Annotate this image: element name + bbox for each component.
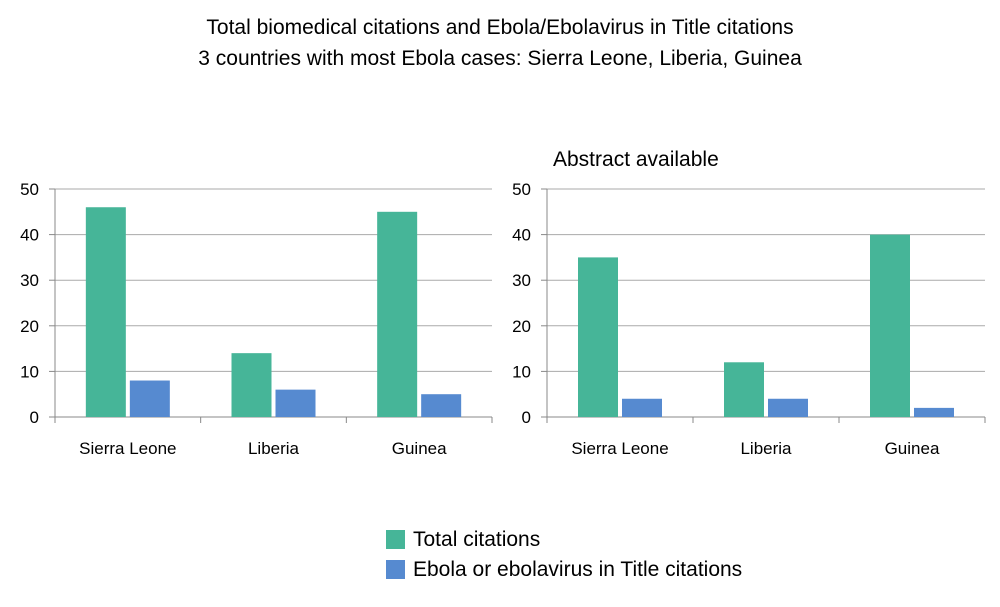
chart1-category-label: Guinea <box>392 439 447 458</box>
chart2-category-label: Guinea <box>885 439 940 458</box>
chart2-ytick-label: 40 <box>512 226 531 245</box>
chart2-ytick-label: 50 <box>512 180 531 199</box>
chart2-category-label: Liberia <box>740 439 792 458</box>
chart1-bar-title-0 <box>129 380 170 417</box>
chart2-bar-title-0 <box>622 398 662 417</box>
chart2-bar-total-1 <box>724 362 764 417</box>
legend-label-title: Ebola or ebolavirus in Title citations <box>413 558 743 581</box>
chart1-ytick-label: 20 <box>20 317 39 336</box>
chart1-ytick-label: 30 <box>20 271 39 290</box>
chart1-bar-title-2 <box>421 394 462 417</box>
chart2-ytick-label: 0 <box>522 408 531 427</box>
chart2-title: Abstract available <box>553 148 719 171</box>
legend-swatch-total <box>386 530 405 549</box>
chart1-bar-title-1 <box>275 389 316 417</box>
chart1-ytick-label: 0 <box>30 408 39 427</box>
chart2-ytick-label: 30 <box>512 271 531 290</box>
chart2-bar-total-0 <box>578 257 618 417</box>
chart2-ytick-label: 20 <box>512 317 531 336</box>
chart1-ytick-label: 50 <box>20 180 39 199</box>
chart2-category-label: Sierra Leone <box>571 439 668 458</box>
chart1-bar-total-2 <box>377 211 418 417</box>
chart1-ytick-label: 40 <box>20 226 39 245</box>
chart2-bar-title-1 <box>768 398 808 417</box>
chart1-category-label: Liberia <box>248 439 300 458</box>
chart-title: Total biomedical citations and Ebola/Ebo… <box>206 16 794 39</box>
chart2-bar-title-2 <box>914 407 954 417</box>
chart2-bar-total-2 <box>870 234 910 417</box>
chart1-bar-total-1 <box>231 353 272 417</box>
legend-label-total: Total citations <box>413 528 541 551</box>
chart1-ytick-label: 10 <box>20 362 39 381</box>
chart2-ytick-label: 10 <box>512 362 531 381</box>
legend-swatch-title <box>386 560 405 579</box>
chart1-bar-total-0 <box>85 207 126 417</box>
chart1-category-label: Sierra Leone <box>79 439 176 458</box>
chart-subtitle: 3 countries with most Ebola cases: Sierr… <box>198 47 802 70</box>
